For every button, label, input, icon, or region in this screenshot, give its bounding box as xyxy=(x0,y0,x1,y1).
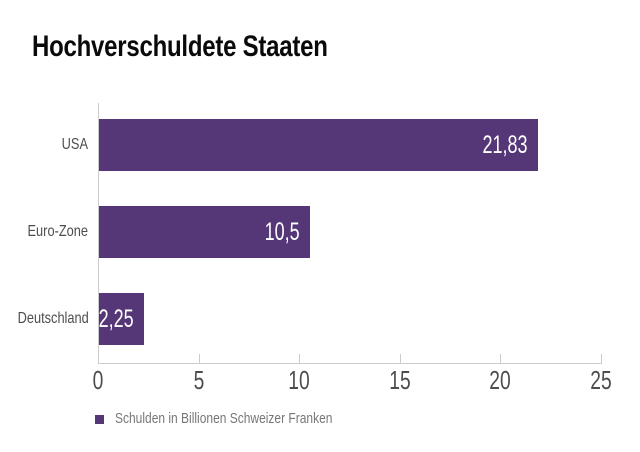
x-axis-tick xyxy=(601,354,602,363)
x-axis-tick-label: 5 xyxy=(193,365,205,395)
x-axis-tick-label: 10 xyxy=(288,365,310,395)
bar-value-label: 10,5 xyxy=(264,218,300,246)
x-axis-tick xyxy=(299,354,300,363)
legend-label: Schulden in Billionen Schweizer Franken xyxy=(115,410,333,427)
x-axis-tick-label: 15 xyxy=(389,365,411,395)
x-axis-tick xyxy=(500,354,501,363)
bar-value-label: 2,25 xyxy=(98,305,134,333)
x-axis-tick xyxy=(199,354,200,363)
bar-value-label: 21,83 xyxy=(482,131,528,159)
plot-area: 21,83 10,5 2,25 xyxy=(98,103,602,364)
bar-deutschland: 2,25 xyxy=(99,293,144,345)
legend-swatch-icon xyxy=(95,414,104,424)
x-axis-tick-label: 0 xyxy=(92,365,104,395)
x-axis-tick-label: 25 xyxy=(590,365,612,395)
x-axis-tick xyxy=(400,354,401,363)
x-axis-tick-label: 20 xyxy=(489,365,511,395)
category-label-usa: USA xyxy=(61,136,88,153)
category-label-deutschland: Deutschland xyxy=(17,310,89,327)
category-label-euro-zone: Euro-Zone xyxy=(27,223,88,240)
chart-title: Hochverschuldete Staaten xyxy=(32,30,328,63)
legend: Schulden in Billionen Schweizer Franken xyxy=(95,410,387,428)
bar-euro-zone: 10,5 xyxy=(99,206,310,258)
bar-usa: 21,83 xyxy=(99,119,538,171)
